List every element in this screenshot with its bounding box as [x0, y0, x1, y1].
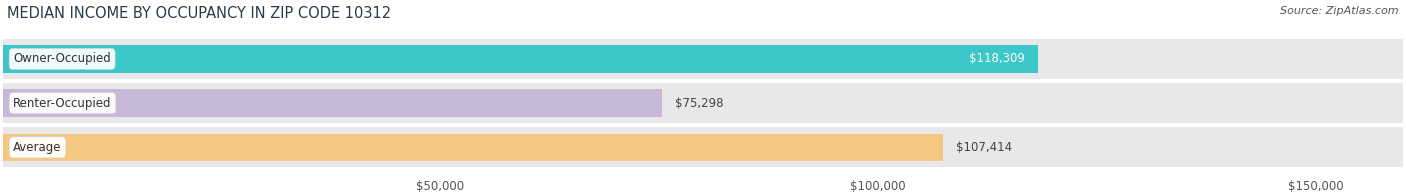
Bar [3, 83, 1403, 123]
Text: Owner-Occupied: Owner-Occupied [13, 53, 111, 65]
Text: Average: Average [13, 141, 62, 154]
Bar [3, 127, 1403, 167]
Bar [3, 39, 1403, 79]
Text: $107,414: $107,414 [956, 141, 1012, 154]
Bar [3, 45, 1038, 73]
Text: Source: ZipAtlas.com: Source: ZipAtlas.com [1281, 6, 1399, 16]
Text: $75,298: $75,298 [675, 97, 724, 110]
Bar [3, 134, 943, 161]
Text: Renter-Occupied: Renter-Occupied [13, 97, 112, 110]
Text: MEDIAN INCOME BY OCCUPANCY IN ZIP CODE 10312: MEDIAN INCOME BY OCCUPANCY IN ZIP CODE 1… [7, 6, 391, 21]
Text: $118,309: $118,309 [969, 53, 1025, 65]
Bar [3, 89, 662, 117]
